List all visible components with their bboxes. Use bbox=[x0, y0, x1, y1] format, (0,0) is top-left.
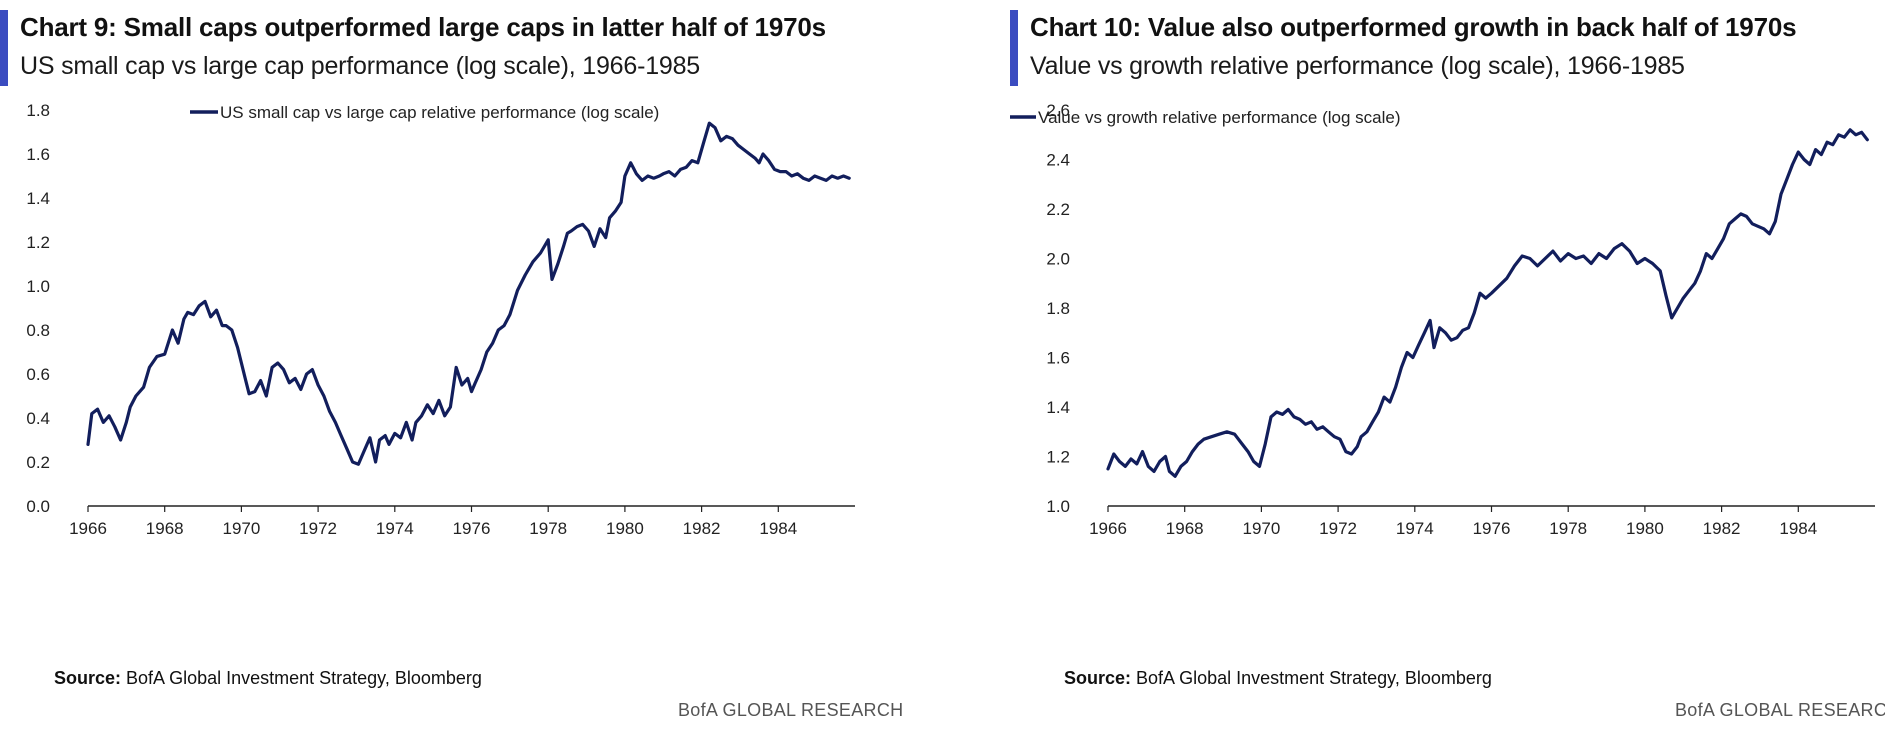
x-tick-label: 1978 bbox=[1549, 519, 1587, 538]
y-tick-label: 1.0 bbox=[1046, 497, 1070, 516]
x-tick-label: 1976 bbox=[1473, 519, 1511, 538]
x-tick-label: 1972 bbox=[299, 519, 337, 538]
x-tick-label: 1974 bbox=[1396, 519, 1434, 538]
y-tick-label: 0.8 bbox=[26, 321, 50, 340]
x-tick-label: 1966 bbox=[69, 519, 107, 538]
y-tick-label: 1.6 bbox=[26, 145, 50, 164]
chart-10-panel: Chart 10: Value also outperformed growth… bbox=[1010, 0, 1885, 729]
x-tick-label: 1968 bbox=[146, 519, 184, 538]
x-tick-label: 1970 bbox=[1242, 519, 1280, 538]
y-tick-label: 1.0 bbox=[26, 277, 50, 296]
x-tick-label: 1982 bbox=[683, 519, 721, 538]
x-tick-label: 1978 bbox=[529, 519, 567, 538]
legend-label: Value vs growth relative performance (lo… bbox=[1038, 108, 1401, 127]
y-tick-label: 0.6 bbox=[26, 365, 50, 384]
brand-credit: BofA GLOBAL RESEARCH bbox=[1675, 700, 1885, 720]
x-tick-label: 1974 bbox=[376, 519, 414, 538]
y-tick-label: 1.4 bbox=[1046, 398, 1070, 417]
y-tick-label: 1.8 bbox=[1046, 299, 1070, 318]
x-tick-label: 1976 bbox=[453, 519, 491, 538]
source-text: BofA Global Investment Strategy, Bloombe… bbox=[1131, 668, 1492, 688]
chart-9-panel: Chart 9: Small caps outperformed large c… bbox=[0, 0, 904, 729]
x-tick-label: 1984 bbox=[759, 519, 797, 538]
chart-9-plot: 0.0 0.2 0.4 0.6 0.8 1.0 1.2 1.4 1.6 1.8 1966 1968 19… bbox=[26, 101, 855, 538]
y-tick-label: 0.4 bbox=[26, 409, 50, 428]
source-note: Source: BofA Global Investment Strategy,… bbox=[54, 668, 482, 689]
y-tick-label: 0.0 bbox=[26, 497, 50, 516]
source-text: BofA Global Investment Strategy, Bloombe… bbox=[121, 668, 482, 688]
x-tick-label: 1980 bbox=[1626, 519, 1664, 538]
y-tick-label: 1.4 bbox=[26, 189, 50, 208]
source-label: Source: bbox=[54, 668, 122, 688]
x-tick-label: 1968 bbox=[1166, 519, 1204, 538]
y-tick-label: 1.6 bbox=[1046, 349, 1070, 368]
source-note: Source: BofA Global Investment Strategy,… bbox=[1064, 668, 1492, 689]
chart-subtitle: US small cap vs large cap performance (l… bbox=[20, 52, 701, 80]
y-tick-label: 1.2 bbox=[1046, 448, 1070, 467]
y-tick-label: 2.0 bbox=[1046, 250, 1070, 269]
y-tick-label: 0.2 bbox=[26, 453, 50, 472]
chart-title: Chart 10: Value also outperformed growth… bbox=[1030, 12, 1797, 42]
title-accent-bar bbox=[1010, 10, 1018, 86]
series-line bbox=[86, 121, 851, 466]
chart-10-plot: 1.0 1.2 1.4 1.6 1.8 2.0 2.2 2.4 2.6 1966 1968 1970 1… bbox=[1010, 101, 1875, 538]
series-line bbox=[1106, 128, 1869, 478]
source-label: Source: bbox=[1064, 668, 1132, 688]
y-tick-label: 2.6 bbox=[1046, 101, 1070, 120]
y-tick-label: 2.2 bbox=[1046, 200, 1070, 219]
title-accent-bar bbox=[0, 10, 8, 86]
y-tick-label: 2.4 bbox=[1046, 151, 1070, 170]
x-tick-label: 1980 bbox=[606, 519, 644, 538]
chart-subtitle: Value vs growth relative performance (lo… bbox=[1030, 52, 1685, 80]
x-tick-label: 1972 bbox=[1319, 519, 1357, 538]
x-tick-label: 1970 bbox=[222, 519, 260, 538]
y-tick-label: 1.2 bbox=[26, 233, 50, 252]
chart-title: Chart 9: Small caps outperformed large c… bbox=[20, 12, 826, 42]
y-tick-label: 1.8 bbox=[26, 101, 50, 120]
x-tick-label: 1966 bbox=[1089, 519, 1127, 538]
x-tick-label: 1984 bbox=[1779, 519, 1817, 538]
brand-credit: BofA GLOBAL RESEARCH bbox=[678, 700, 904, 720]
x-tick-label: 1982 bbox=[1703, 519, 1741, 538]
legend-label: US small cap vs large cap relative perfo… bbox=[220, 103, 659, 122]
